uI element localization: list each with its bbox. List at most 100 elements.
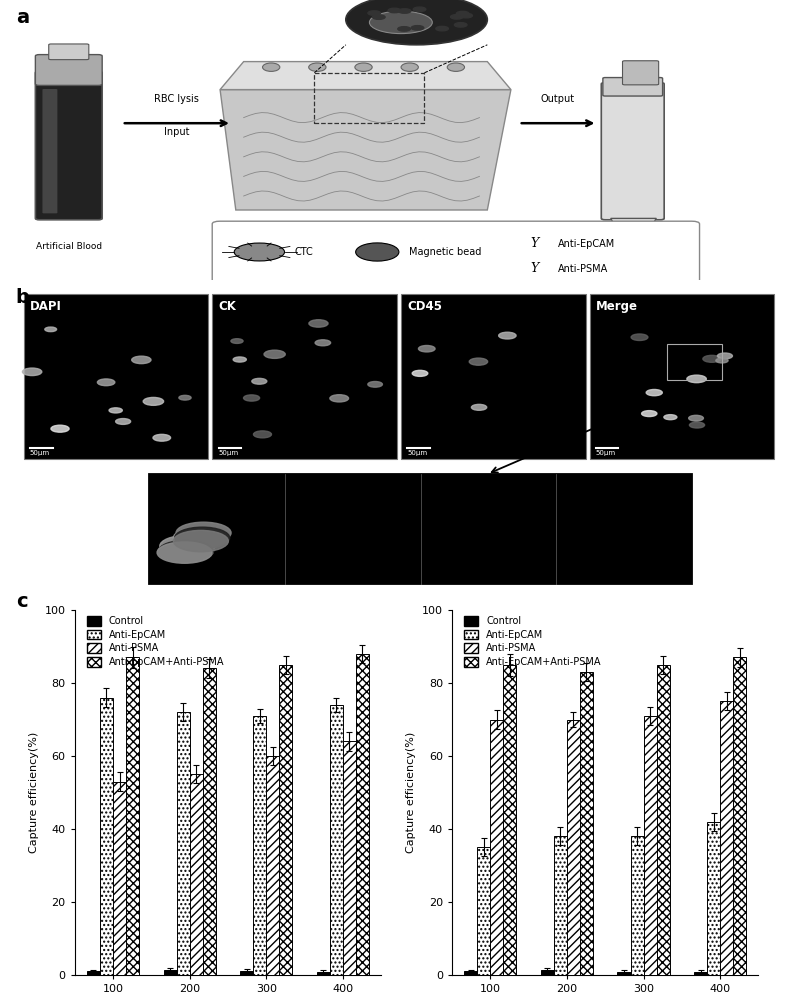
Text: Y: Y <box>531 237 538 250</box>
FancyBboxPatch shape <box>212 221 700 283</box>
Circle shape <box>450 15 463 19</box>
Text: 50μm: 50μm <box>30 450 50 456</box>
Circle shape <box>176 522 231 544</box>
Text: Merge: Merge <box>596 300 637 313</box>
Bar <box>707 822 720 975</box>
Ellipse shape <box>355 243 399 261</box>
Circle shape <box>368 11 380 15</box>
Circle shape <box>160 535 215 557</box>
Circle shape <box>51 425 69 432</box>
Bar <box>630 836 644 975</box>
Text: a: a <box>16 8 29 27</box>
Circle shape <box>23 368 42 376</box>
Circle shape <box>309 320 328 327</box>
Circle shape <box>498 332 516 339</box>
Circle shape <box>132 356 151 364</box>
FancyBboxPatch shape <box>401 294 586 459</box>
Circle shape <box>253 431 271 438</box>
Circle shape <box>418 345 435 352</box>
Circle shape <box>413 7 426 12</box>
Circle shape <box>116 419 130 424</box>
Text: RBC lysis: RBC lysis <box>154 94 200 104</box>
Bar <box>580 672 593 975</box>
Ellipse shape <box>401 63 418 71</box>
Circle shape <box>244 395 259 401</box>
FancyBboxPatch shape <box>35 71 102 220</box>
Bar <box>189 774 203 975</box>
Circle shape <box>435 26 448 31</box>
Text: Input: Input <box>164 127 189 137</box>
Circle shape <box>411 26 424 30</box>
Bar <box>644 716 656 975</box>
FancyBboxPatch shape <box>212 294 397 459</box>
FancyBboxPatch shape <box>623 61 659 85</box>
Circle shape <box>646 389 663 396</box>
Bar <box>618 972 630 975</box>
Ellipse shape <box>309 63 326 71</box>
Ellipse shape <box>355 63 373 71</box>
Text: Anti-EpCAM: Anti-EpCAM <box>558 239 615 249</box>
Bar <box>490 720 503 975</box>
Circle shape <box>97 379 115 386</box>
Circle shape <box>641 411 657 417</box>
Circle shape <box>231 339 243 343</box>
Text: Magnetic bead: Magnetic bead <box>409 247 481 257</box>
Circle shape <box>159 540 214 562</box>
FancyBboxPatch shape <box>149 474 692 584</box>
FancyBboxPatch shape <box>42 89 57 213</box>
Text: c: c <box>16 592 28 611</box>
Text: 50μm: 50μm <box>219 450 239 456</box>
Circle shape <box>718 353 733 359</box>
Text: 50μm: 50μm <box>596 450 616 456</box>
Circle shape <box>460 13 472 18</box>
Text: Output: Output <box>541 94 575 104</box>
Circle shape <box>412 370 428 376</box>
Bar <box>100 698 113 975</box>
Circle shape <box>109 408 123 413</box>
FancyBboxPatch shape <box>24 294 208 459</box>
Legend: Control, Anti-EpCAM, Anti-PSMA, Anti-EpCAM+Anti-PSMA: Control, Anti-EpCAM, Anti-PSMA, Anti-EpC… <box>83 612 229 671</box>
Bar <box>203 668 215 975</box>
Bar <box>330 705 343 975</box>
Bar <box>477 847 490 975</box>
Bar <box>356 654 369 975</box>
Circle shape <box>369 11 432 34</box>
Bar <box>541 970 554 975</box>
Circle shape <box>153 434 171 441</box>
Circle shape <box>454 23 467 27</box>
Polygon shape <box>611 218 656 244</box>
Bar <box>343 741 356 975</box>
Ellipse shape <box>263 63 280 71</box>
Circle shape <box>179 395 191 400</box>
Circle shape <box>398 27 410 31</box>
Ellipse shape <box>447 63 465 71</box>
FancyBboxPatch shape <box>49 44 89 60</box>
Circle shape <box>368 382 383 387</box>
Circle shape <box>234 243 285 261</box>
Bar <box>465 971 477 975</box>
Circle shape <box>174 527 230 548</box>
Bar <box>567 720 580 975</box>
Circle shape <box>689 422 704 428</box>
FancyBboxPatch shape <box>603 78 663 96</box>
Text: Anti-PSMA: Anti-PSMA <box>558 264 608 274</box>
Legend: Control, Anti-EpCAM, Anti-PSMA, Anti-EpCAM+Anti-PSMA: Control, Anti-EpCAM, Anti-PSMA, Anti-EpC… <box>460 612 606 671</box>
Text: b: b <box>16 288 30 307</box>
Circle shape <box>631 334 648 340</box>
Bar <box>317 972 330 975</box>
Bar <box>126 657 139 975</box>
FancyBboxPatch shape <box>601 83 664 220</box>
Circle shape <box>388 8 401 13</box>
Bar <box>554 836 567 975</box>
Circle shape <box>159 540 214 562</box>
Y-axis label: Capture efficiency(%): Capture efficiency(%) <box>29 732 39 853</box>
Circle shape <box>174 530 229 552</box>
Text: Y: Y <box>531 262 538 275</box>
Circle shape <box>687 375 707 383</box>
Bar <box>694 972 707 975</box>
Bar <box>733 657 746 975</box>
Text: CTC: CTC <box>295 247 314 257</box>
Bar <box>656 665 670 975</box>
Bar <box>241 971 253 975</box>
Bar <box>177 712 189 975</box>
